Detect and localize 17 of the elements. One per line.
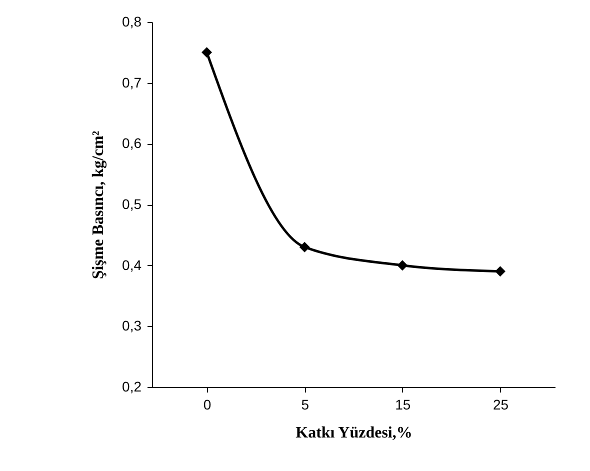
y-tick-label: 0,2 [122,378,142,394]
x-axis-title: Katkı Yüzdesi,% [296,424,412,442]
point [494,266,506,277]
y-tick-label: 0,7 [122,74,142,90]
y-tick-label: 0,6 [122,135,142,152]
x-tick-label: 15 [395,396,411,412]
x-tick-label: 5 [301,396,310,412]
y-tick-label: 0,4 [122,256,142,273]
point [397,260,408,271]
point [299,242,310,252]
x-tick-label: 0 [203,396,212,412]
y-tick-label: 0,8 [122,14,142,30]
x-tick-label: 25 [492,396,509,412]
y-axis-title: Şişme Basıncı, kg/cm² [90,130,108,280]
point [202,47,212,58]
y-tick-label: 0,3 [122,318,142,334]
y-tick-label: 0,5 [122,196,142,212]
